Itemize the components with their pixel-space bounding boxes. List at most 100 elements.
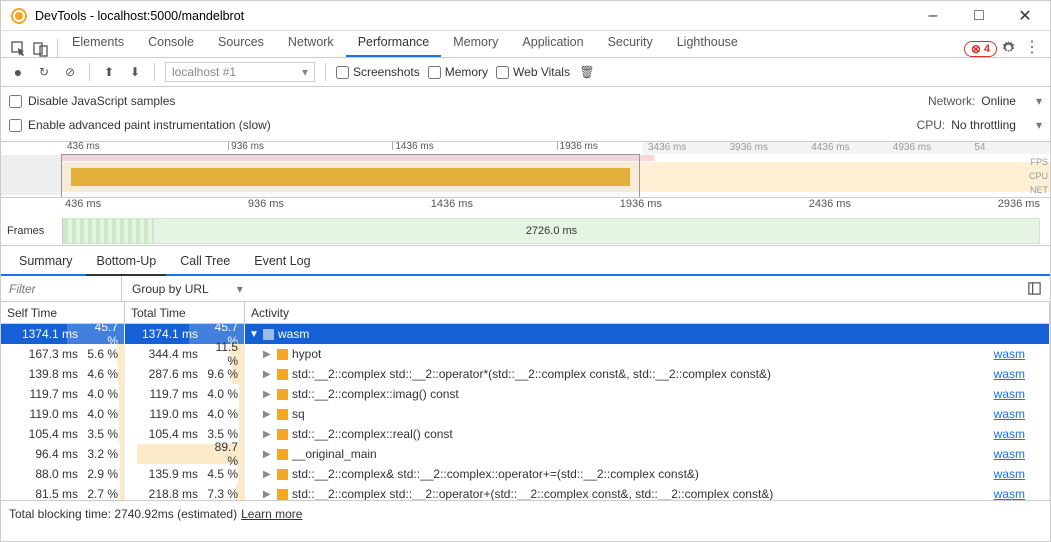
activity-label: std::__2::complex std::__2::operator*(st… (292, 367, 771, 381)
maximize-button[interactable]: □ (956, 1, 1002, 30)
window-title: DevTools - localhost:5000/mandelbrot (35, 9, 910, 23)
subtab-call-tree[interactable]: Call Tree (170, 248, 240, 274)
tab-elements[interactable]: Elements (60, 30, 136, 57)
source-link[interactable]: wasm (994, 387, 1025, 401)
table-row[interactable]: 167.3 ms5.6 %344.4 ms11.5 %▶hypotwasm (1, 344, 1050, 364)
activity-label: std::__2::complex std::__2::operator+(st… (292, 487, 773, 500)
devtools-icon (11, 8, 27, 24)
group-select[interactable]: Group by URL (122, 276, 253, 301)
screenshots-checkbox[interactable]: Screenshots (336, 65, 420, 79)
enable-paint-label: Enable advanced paint instrumentation (s… (28, 118, 271, 132)
close-button[interactable]: ✕ (1002, 1, 1048, 30)
disclosure-icon[interactable]: ▶ (263, 449, 273, 460)
table-row[interactable]: 119.0 ms4.0 %119.0 ms4.0 %▶sqwasm (1, 404, 1050, 424)
disclosure-icon[interactable]: ▶ (263, 469, 273, 480)
cpu-select[interactable]: No throttling (951, 118, 1042, 132)
source-link[interactable]: wasm (994, 427, 1025, 441)
frames-label: Frames (1, 218, 63, 244)
frames-duration: 2726.0 ms (526, 225, 577, 237)
record-button[interactable]: ● (9, 63, 27, 81)
status-footer: Total blocking time: 2740.92ms (estimate… (1, 500, 1050, 526)
inspect-icon[interactable] (11, 41, 27, 57)
table-row[interactable]: 88.0 ms2.9 %135.9 ms4.5 %▶std::__2::comp… (1, 464, 1050, 484)
memory-checkbox[interactable]: Memory (428, 65, 488, 79)
activity-label: std::__2::complex::imag() const (292, 387, 459, 401)
subtab-event-log[interactable]: Event Log (244, 248, 320, 274)
subtab-bottom-up[interactable]: Bottom-Up (86, 248, 166, 276)
heaviest-stack-icon[interactable] (1027, 281, 1042, 296)
device-icon[interactable] (33, 41, 49, 57)
webvitals-checkbox[interactable]: Web Vitals (496, 65, 570, 79)
activity-color-icon (277, 409, 288, 420)
table-row[interactable]: 96.4 ms3.2 %2698.5 ms89.7 %▶__original_m… (1, 444, 1050, 464)
activity-color-icon (277, 389, 288, 400)
tab-sources[interactable]: Sources (206, 30, 276, 57)
activity-label: hypot (292, 347, 321, 361)
kebab-icon[interactable]: ⋮ (1024, 37, 1040, 57)
activity-label: wasm (278, 327, 309, 341)
settings-gear-icon[interactable] (1001, 40, 1016, 55)
perf-toolbar: ● ↻ ⊘ ⬆ ⬇ localhost #1 Screenshots Memor… (1, 58, 1050, 87)
activity-color-icon (277, 429, 288, 440)
disclosure-icon[interactable]: ▼ (249, 329, 259, 340)
table-row[interactable]: 81.5 ms2.7 %218.8 ms7.3 %▶std::__2::comp… (1, 484, 1050, 500)
tab-security[interactable]: Security (596, 30, 665, 57)
disclosure-icon[interactable]: ▶ (263, 489, 273, 500)
table-row[interactable]: 1374.1 ms45.7 %1374.1 ms45.7 %▼wasm (1, 324, 1050, 344)
learn-more-link[interactable]: Learn more (241, 507, 302, 521)
subtab-summary[interactable]: Summary (9, 248, 82, 274)
tab-performance[interactable]: Performance (346, 30, 442, 57)
disclosure-icon[interactable]: ▶ (263, 369, 273, 380)
source-link[interactable]: wasm (994, 367, 1025, 381)
profile-rows: 1374.1 ms45.7 %1374.1 ms45.7 %▼wasm167.3… (1, 324, 1050, 500)
window-titlebar: DevTools - localhost:5000/mandelbrot – □… (1, 1, 1050, 31)
activity-color-icon (277, 349, 288, 360)
disclosure-icon[interactable]: ▶ (263, 429, 273, 440)
network-select[interactable]: Online (981, 94, 1042, 108)
source-link[interactable]: wasm (994, 407, 1025, 421)
network-label: Network: (928, 94, 975, 108)
disclosure-icon[interactable]: ▶ (263, 349, 273, 360)
source-link[interactable]: wasm (994, 447, 1025, 461)
tab-lighthouse[interactable]: Lighthouse (665, 30, 750, 57)
col-activity[interactable]: Activity (245, 302, 1050, 323)
col-self-time[interactable]: Self Time (1, 302, 125, 323)
tbt-text: Total blocking time: 2740.92ms (estimate… (9, 507, 237, 521)
tab-application[interactable]: Application (510, 30, 595, 57)
panel-tabs: ElementsConsoleSourcesNetworkPerformance… (1, 31, 1050, 58)
filter-input[interactable] (1, 276, 121, 301)
table-row[interactable]: 119.7 ms4.0 %119.7 ms4.0 %▶std::__2::com… (1, 384, 1050, 404)
minimize-button[interactable]: – (910, 1, 956, 30)
tab-console[interactable]: Console (136, 30, 206, 57)
table-row[interactable]: 105.4 ms3.5 %105.4 ms3.5 %▶std::__2::com… (1, 424, 1050, 444)
reload-button[interactable]: ↻ (35, 63, 53, 81)
cpu-label: CPU: (917, 118, 946, 132)
timeline-overview[interactable]: 436 ms936 ms1436 ms1936 ms2436 ms2936 ms… (1, 142, 1050, 198)
clear-button[interactable]: ⊘ (61, 63, 79, 81)
timeline-ruler[interactable]: 436 ms936 ms1436 ms1936 ms2436 ms2936 ms… (1, 198, 1050, 246)
table-row[interactable]: 139.8 ms4.6 %287.6 ms9.6 %▶std::__2::com… (1, 364, 1050, 384)
source-link[interactable]: wasm (994, 347, 1025, 361)
upload-button[interactable]: ⬆ (100, 63, 118, 81)
tab-network[interactable]: Network (276, 30, 346, 57)
cpu-label-side: CPU (1029, 171, 1048, 181)
tab-memory[interactable]: Memory (441, 30, 510, 57)
perf-subtabs: SummaryBottom-UpCall TreeEvent Log (1, 246, 1050, 276)
activity-label: std::__2::complex::real() const (292, 427, 453, 441)
trash-button[interactable]: 🗑 (578, 63, 596, 81)
download-button[interactable]: ⬇ (126, 63, 144, 81)
disable-js-label: Disable JavaScript samples (28, 94, 175, 108)
disclosure-icon[interactable]: ▶ (263, 409, 273, 420)
activity-label: sq (292, 407, 305, 421)
profile-select[interactable]: localhost #1 (165, 62, 315, 82)
source-link[interactable]: wasm (994, 467, 1025, 481)
col-total-time[interactable]: Total Time (125, 302, 245, 323)
disclosure-icon[interactable]: ▶ (263, 389, 273, 400)
enable-paint-checkbox[interactable] (9, 119, 22, 132)
disable-js-checkbox[interactable] (9, 95, 22, 108)
activity-color-icon (277, 369, 288, 380)
source-link[interactable]: wasm (994, 487, 1025, 500)
error-count-badge[interactable]: 4 (964, 41, 997, 57)
table-header: Self Time Total Time Activity (1, 302, 1050, 324)
activity-label: std::__2::complex& std::__2::complex::op… (292, 467, 699, 481)
